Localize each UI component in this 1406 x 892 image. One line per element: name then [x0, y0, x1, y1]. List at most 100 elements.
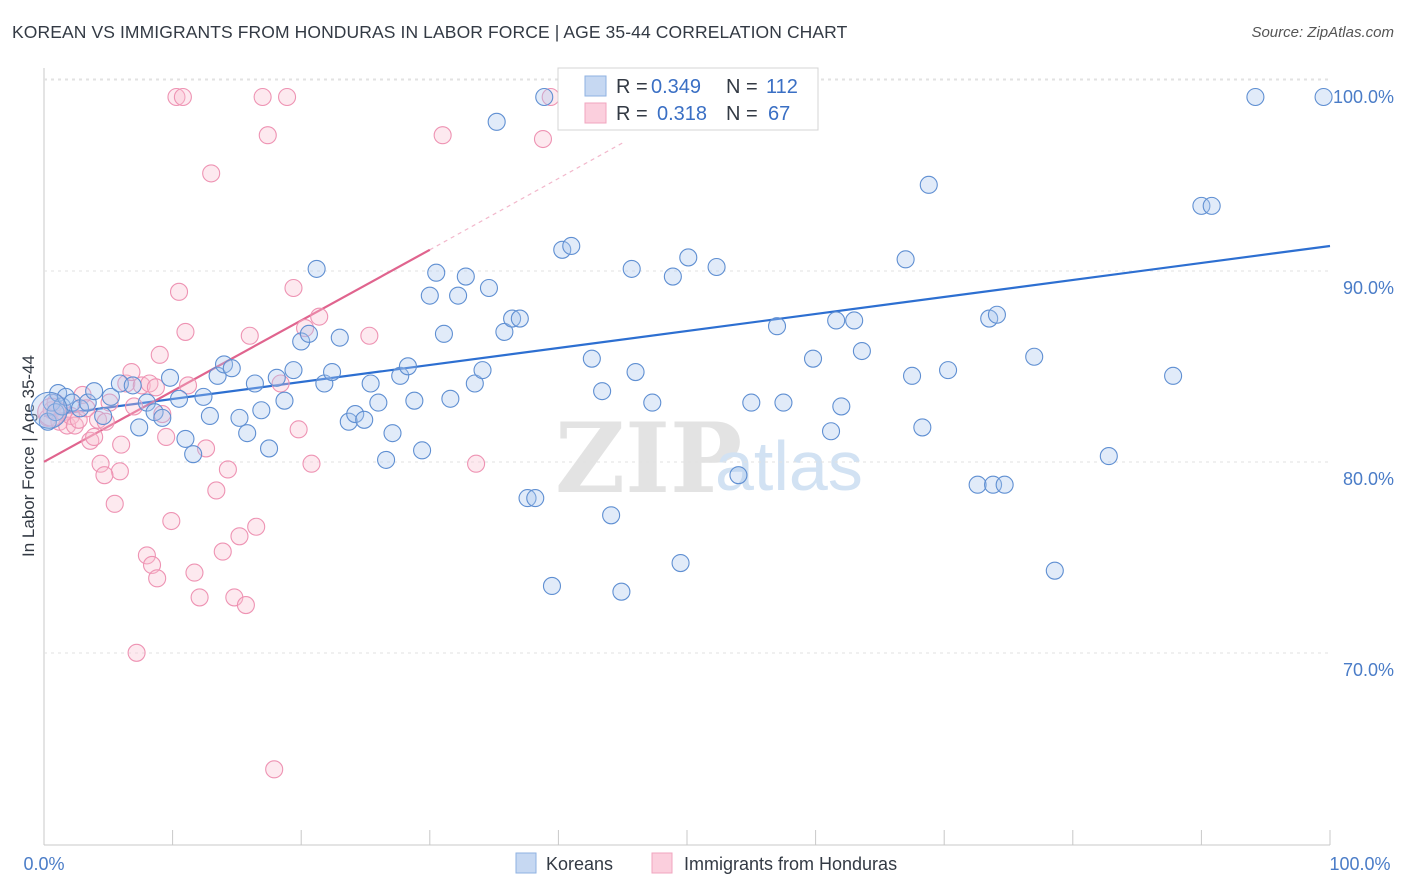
point-korean: [803, 349, 823, 368]
point-honduras: [148, 569, 167, 588]
point-korean: [377, 450, 396, 469]
trend-line-koreans: [43, 244, 1331, 418]
point-korean: [123, 376, 142, 395]
x-tick-label-max: 100.0%: [1329, 854, 1390, 874]
point-korean: [622, 259, 641, 278]
legend-swatch-honduras: [584, 102, 607, 124]
point-korean: [832, 397, 851, 416]
legend-swatch-koreans: [584, 75, 607, 97]
point-korean: [449, 286, 468, 305]
point-korean: [78, 393, 97, 412]
point-korean: [420, 286, 439, 305]
y-tick-label: 90.0%: [1343, 278, 1394, 298]
point-korean: [222, 359, 241, 378]
point-korean: [821, 422, 841, 441]
point-honduras: [185, 563, 204, 582]
y-tick-labels: 70.0% 80.0% 90.0% 100.0%: [1333, 87, 1394, 680]
point-korean: [200, 406, 219, 426]
y-tick-label: 80.0%: [1343, 469, 1394, 489]
point-korean: [346, 405, 365, 424]
legend-n-label-honduras: N =: [726, 103, 758, 125]
y-axis-label: In Labor Force | Age 35-44: [19, 355, 38, 557]
point-korean: [707, 257, 726, 277]
point-korean: [369, 393, 388, 412]
point-korean: [383, 424, 402, 443]
point-honduras: [110, 462, 129, 481]
point-korean: [323, 362, 342, 382]
point-korean: [562, 236, 581, 256]
point-korean: [94, 406, 113, 426]
point-honduras: [310, 307, 329, 326]
point-korean: [503, 309, 522, 328]
point-korean: [245, 374, 264, 393]
x-tick-label-min: 0.0%: [23, 854, 64, 874]
point-korean: [101, 387, 120, 406]
x-ticks: [43, 830, 1331, 845]
point-korean: [742, 393, 761, 412]
point-korean: [275, 391, 294, 410]
point-korean: [137, 393, 156, 412]
point-korean: [1246, 87, 1265, 107]
point-korean: [995, 475, 1014, 494]
bottom-legend-label-honduras: Immigrants from Honduras: [684, 854, 897, 874]
point-korean: [465, 374, 484, 393]
point-korean: [919, 175, 938, 194]
point-korean: [169, 389, 189, 408]
point-korean: [434, 324, 453, 343]
point-korean: [1202, 196, 1221, 215]
point-korean: [671, 553, 690, 573]
point-honduras: [240, 326, 259, 345]
point-honduras: [433, 126, 452, 145]
point-korean: [663, 267, 682, 286]
legend-r-label-honduras: R =: [616, 103, 648, 125]
point-honduras: [127, 643, 146, 662]
point-korean-cluster: [30, 391, 68, 429]
point-korean: [593, 382, 612, 401]
point-honduras: [173, 87, 192, 107]
point-honduras: [218, 460, 237, 479]
point-korean: [679, 248, 698, 267]
point-honduras: [153, 405, 172, 424]
bottom-legend-label-koreans: Koreans: [546, 854, 613, 874]
point-korean: [913, 418, 932, 437]
point-honduras: [95, 466, 114, 485]
point-honduras: [157, 427, 176, 447]
point-korean: [184, 445, 203, 464]
point-korean: [130, 418, 149, 437]
point-korean: [330, 328, 349, 347]
point-honduras: [146, 378, 165, 397]
point-honduras: [253, 87, 272, 107]
point-korean: [1164, 366, 1183, 385]
point-korean: [827, 311, 846, 330]
legend-r-value-honduras: 0.318: [657, 103, 707, 125]
bottom-legend-swatch-koreans: [515, 852, 537, 874]
point-honduras: [265, 760, 284, 779]
point-honduras: [117, 374, 136, 393]
series-honduras-points: [37, 87, 560, 779]
point-honduras: [467, 454, 486, 473]
point-korean: [194, 387, 213, 406]
point-honduras: [213, 542, 232, 561]
point-korean: [535, 87, 554, 107]
y-tick-label: 100.0%: [1333, 87, 1394, 107]
point-korean: [267, 368, 286, 387]
point-korean: [427, 263, 446, 282]
point-honduras: [247, 517, 266, 536]
point-honduras: [190, 588, 209, 607]
point-korean: [391, 366, 410, 385]
point-honduras: [162, 511, 181, 531]
point-honduras: [176, 322, 195, 341]
point-honduras: [360, 326, 379, 345]
point-korean: [259, 439, 279, 458]
point-honduras: [178, 376, 198, 395]
point-korean: [299, 324, 318, 343]
point-korean: [612, 582, 631, 601]
point-honduras: [284, 278, 303, 298]
point-korean: [361, 374, 380, 393]
point-korean: [238, 424, 257, 443]
point-korean: [284, 361, 303, 380]
correlation-legend: R = 0.349 N = 112 R = 0.318 N = 67: [557, 67, 819, 131]
point-korean: [526, 489, 545, 508]
point-korean: [398, 357, 417, 376]
point-honduras: [112, 435, 131, 454]
